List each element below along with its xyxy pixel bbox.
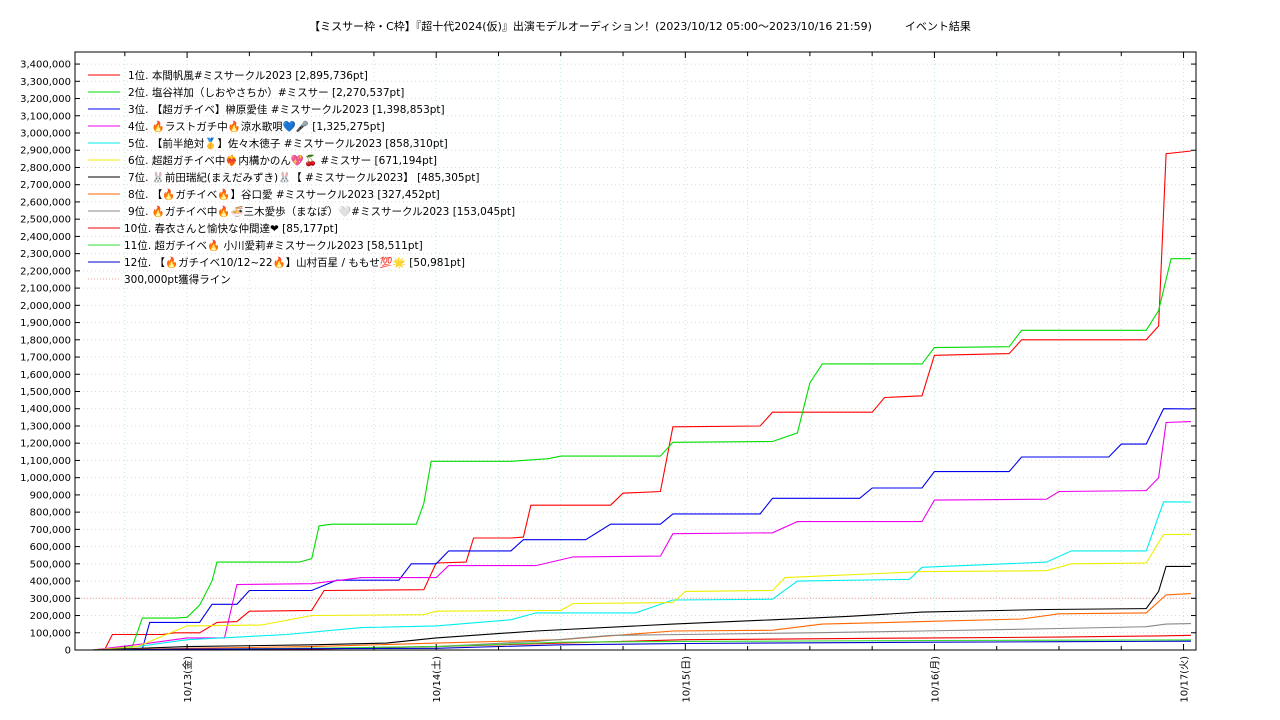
y-tick-label: 800,000 [30,508,71,519]
series-line-7 [92,565,1191,651]
y-tick-label: 2,700,000 [20,180,71,191]
y-tick-label: 1,400,000 [20,404,71,415]
y-tick-label: 2,500,000 [20,215,71,226]
legend-label: 3位. 【超ガチイベ】榊原愛佳 #ミスサークル2023 [1,398,853pt… [128,103,445,116]
y-tick-label: 2,000,000 [20,301,71,312]
y-tick-label: 1,900,000 [20,318,71,329]
chart-title: 【ミスサー枠・C枠】『超十代2024(仮)』出演モデルオーディション！(2023… [309,20,971,33]
y-tick-label: 1,600,000 [20,370,71,381]
series-lines [92,150,1192,651]
y-tick-label: 1,500,000 [20,387,71,398]
y-tick-label: 100,000 [30,628,71,639]
legend-label: 7位. 🐰前田瑞紀(まえだみずき)🐰【 #ミスサークル2023】 [485,30… [128,171,479,184]
series-line-12 [92,640,1192,651]
y-tick-label: 1,800,000 [20,335,71,346]
series-line-8 [92,593,1192,651]
y-tick-label: 300,000 [30,594,71,605]
series-line-1 [92,150,1192,651]
y-tick-label: 3,400,000 [20,60,71,71]
y-tick-label: 0 [65,646,71,657]
y-tick-label: 700,000 [30,525,71,536]
series-line-6 [92,533,1192,651]
y-tick-label: 2,100,000 [20,284,71,295]
x-tick-label: 10/15(日) [681,656,692,703]
y-tick-label: 400,000 [30,577,71,588]
x-tick-label: 10/16(月) [929,656,941,703]
y-tick-label: 3,300,000 [20,77,71,88]
series-line-2 [92,258,1191,651]
legend-label: 6位. 超超ガチイベ中❤️‍🔥内構かのん💖🍒 #ミスサー [671,194pt] [128,154,437,167]
y-tick-label: 3,000,000 [20,128,71,139]
x-tick-label: 10/14(土) [430,656,443,703]
x-tick-label: 10/17(火) [1179,656,1191,703]
y-tick-label: 900,000 [30,490,71,501]
legend-label: 5位. 【前半絶対🥇】佐々木徳子 #ミスサークル2023 [858,310pt] [128,137,448,150]
y-tick-label: 2,400,000 [20,232,71,243]
y-tick-label: 1,300,000 [20,421,71,432]
series-line-11 [92,639,1192,651]
y-tick-label: 2,300,000 [20,249,71,260]
y-tick-label: 2,600,000 [20,197,71,208]
legend-label: 11位. 超ガチイベ🔥 小川愛莉#ミスサークル2023 [58,511pt] [124,239,423,252]
grid [75,52,1196,651]
x-tick-label: 10/13(金) [181,656,194,703]
y-tick-label: 1,000,000 [20,473,71,484]
legend-label: 2位. 塩谷祥加（しおやさちか）#ミスサー [2,270,537pt] [128,86,404,99]
series-line-4 [92,421,1192,651]
y-tick-label: 1,100,000 [20,456,71,467]
legend-label: 8位. 【🔥ガチイベ🔥】谷口愛 #ミスサークル2023 [327,452pt] [128,188,440,201]
legend-label: 9位. 🔥ガチイベ中🔥🍜三木愛歩（まなぽ）🤍#ミスサークル2023 [153,0… [128,205,515,218]
legend-label-reference: 300,000pt獲得ライン [124,273,231,286]
y-tick-label: 3,200,000 [20,94,71,105]
legend-label: 4位. 🔥ラストガチ中🔥涼水歌唄💙🎤 [1,325,275pt] [128,120,385,133]
plot-frame [74,51,1197,651]
y-tick-label: 200,000 [30,611,71,622]
y-tick-label: 500,000 [30,559,71,570]
y-tick-label: 600,000 [30,542,71,553]
y-tick-label: 3,100,000 [20,111,71,122]
axes: 0 100,000 200,000 300,000 400,000 500,000 600,… [20,51,1197,703]
legend-label: 1位. 本間帆風#ミスサークル2023 [2,895,736pt] [128,69,368,82]
legend-label: 12位. 【🔥ガチイベ10/12~22🔥】山村百星 / ももせ💯🌟 [50,98… [124,256,465,269]
y-tick-label: 2,200,000 [20,266,71,277]
y-tick-label: 2,800,000 [20,163,71,174]
y-tick-label: 1,200,000 [20,439,71,450]
legend: 1位. 本間帆風#ミスサークル2023 [2,895,736pt] 2位. 塩谷祥… [88,69,515,286]
legend-label: 10位. 春衣さんと愉快な仲間達❤ [85,177pt] [124,222,338,235]
y-tick-label: 1,700,000 [20,353,71,364]
series-line-3 [92,408,1192,651]
y-tick-label: 2,900,000 [20,146,71,157]
series-line-5 [92,501,1192,651]
